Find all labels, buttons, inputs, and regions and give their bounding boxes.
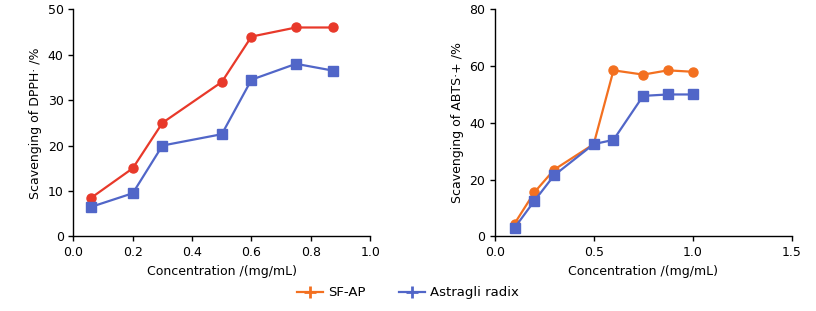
X-axis label: Concentration /(mg/mL): Concentration /(mg/mL) [147,265,297,278]
Y-axis label: Scavenging of ABTS·+ /%: Scavenging of ABTS·+ /% [450,42,463,203]
Y-axis label: Scavenging of DPPH· /%: Scavenging of DPPH· /% [29,47,42,199]
X-axis label: Concentration /(mg/mL): Concentration /(mg/mL) [568,265,718,278]
Legend: SF-AP, Astragli radix: SF-AP, Astragli radix [291,281,525,304]
